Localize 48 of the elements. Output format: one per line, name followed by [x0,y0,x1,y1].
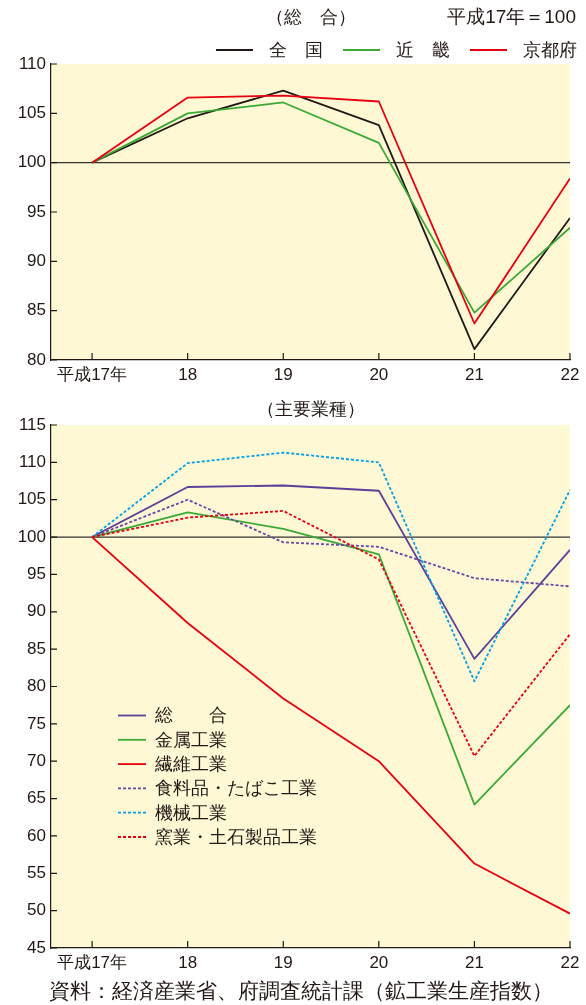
y-tick-label: 75 [27,713,46,733]
y-tick-label: 70 [27,750,46,770]
y-tick-label: 95 [27,201,46,221]
legend-label: 近 畿 [396,39,450,60]
y-tick-label: 85 [27,638,46,658]
y-tick-label: 100 [17,526,46,546]
y-tick-label: 105 [17,489,46,509]
legend-label: 繊維工業 [154,754,227,775]
y-tick-label: 45 [27,937,46,957]
text: 資料：経済産業省、府調査統計課（鉱工業生産指数） [49,978,553,1002]
y-tick-label: 100 [17,152,46,172]
y-tick-label: 80 [27,349,46,369]
x-tick-label: 21 [464,952,484,972]
x-tick-label: 20 [369,952,389,972]
legend-label: 総 合 [154,705,227,726]
y-tick-label: 95 [27,564,46,584]
x-tick-label: 平成17年 [57,952,128,972]
y-tick-label: 110 [18,53,46,73]
legend-label: 食料品・たばこ工業 [155,778,317,799]
x-tick-label: 18 [178,952,198,972]
legend-label: 窯業・土石製品工業 [155,826,317,847]
x-tick-label: 22 [560,952,580,972]
y-tick-label: 60 [27,825,46,845]
y-tick-label: 65 [27,788,46,808]
legend-label: 機械工業 [155,802,227,823]
legend-label: 京都府 [523,39,577,60]
legend-label: 全 国 [269,39,323,60]
chart-title: （総 合） [265,6,356,27]
y-tick-label: 85 [27,300,46,320]
x-tick-label: 19 [273,364,293,384]
y-tick-label: 105 [17,103,46,123]
x-tick-label: 22 [560,364,580,384]
chart-title: （主要業種） [256,398,365,419]
x-tick-label: 19 [273,952,293,972]
x-tick-label: 18 [178,364,198,384]
y-tick-label: 80 [27,676,46,696]
y-tick-label: 90 [27,251,46,271]
legend-label: 金属工業 [155,729,227,750]
y-tick-label: 50 [27,900,46,920]
y-tick-label: 115 [18,414,46,434]
y-tick-label: 110 [18,452,46,472]
chart-subtitle: 平成17年＝100 [447,6,576,28]
x-tick-label: 21 [464,364,484,384]
y-tick-label: 55 [27,862,46,882]
line-series [91,451,570,683]
y-tick-label: 90 [27,601,46,621]
x-tick-label: 20 [369,364,389,384]
x-tick-label: 平成17年 [57,364,128,384]
